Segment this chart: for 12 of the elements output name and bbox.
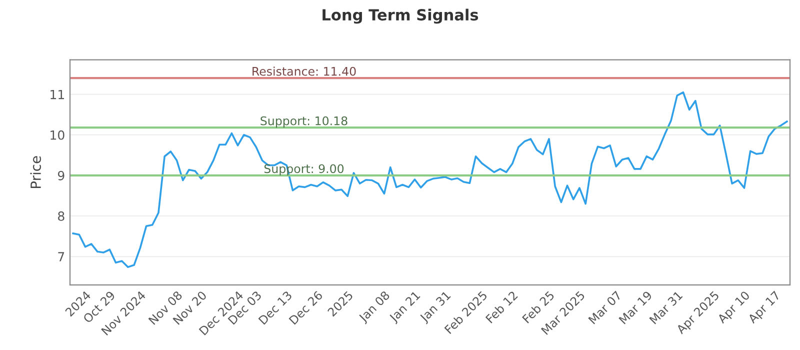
x-tick-label: Feb 12	[485, 290, 518, 324]
line-series	[72, 91, 788, 268]
y-tick-label: 8	[58, 211, 64, 221]
y-tick-label: 10	[50, 130, 64, 140]
y-tick-label: 11	[50, 90, 64, 100]
chart-title: Long Term Signals	[322, 8, 478, 24]
y-tick-label: 9	[58, 170, 64, 180]
y-axis-title: Price	[30, 156, 41, 188]
ref-line-label: Resistance: 11.40	[252, 66, 356, 76]
ref-line-label: Support: 10.18	[260, 116, 348, 128]
x-tick-label: Jan 31	[418, 290, 452, 324]
y-tick-label: 7	[58, 252, 64, 262]
